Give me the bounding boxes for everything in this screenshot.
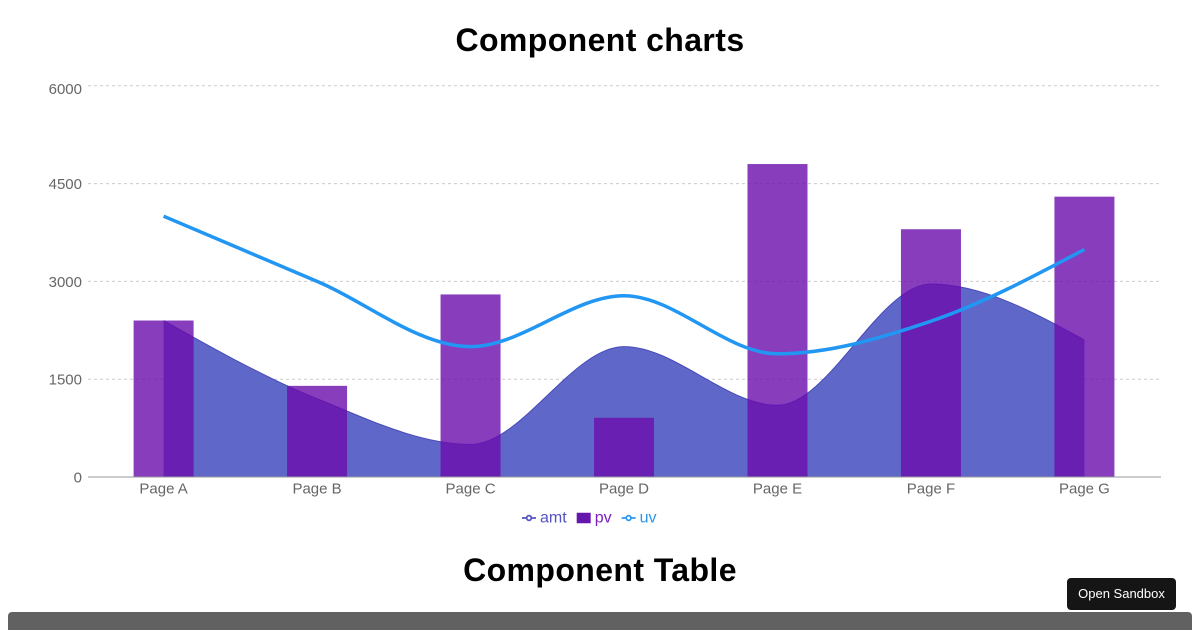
svg-text:amt: amt — [540, 510, 567, 527]
svg-text:Page D: Page D — [599, 480, 649, 497]
svg-text:Page A: Page A — [139, 480, 187, 497]
svg-text:Page B: Page B — [292, 480, 341, 497]
svg-text:4500: 4500 — [49, 176, 82, 193]
svg-text:Page C: Page C — [446, 480, 496, 497]
svg-text:1500: 1500 — [49, 372, 82, 389]
svg-text:Page E: Page E — [753, 480, 802, 497]
svg-text:0: 0 — [74, 469, 82, 486]
svg-text:Page G: Page G — [1059, 480, 1110, 497]
svg-text:Page F: Page F — [907, 480, 955, 497]
svg-text:3000: 3000 — [49, 274, 82, 291]
svg-text:uv: uv — [640, 510, 657, 527]
svg-text:pv: pv — [595, 510, 612, 527]
svg-text:6000: 6000 — [49, 81, 82, 98]
